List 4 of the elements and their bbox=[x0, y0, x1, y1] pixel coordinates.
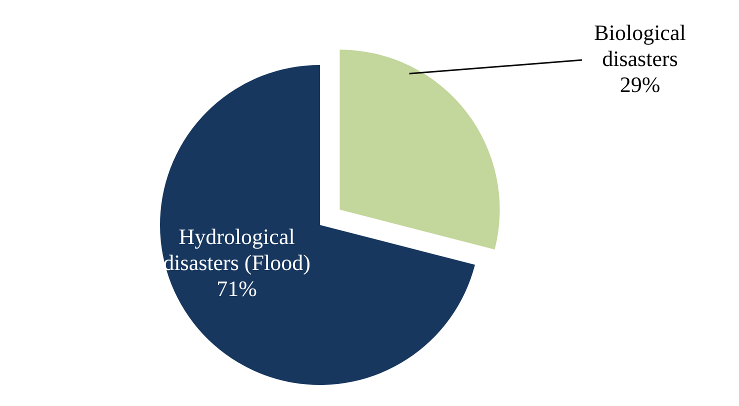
data-label: 29% bbox=[620, 72, 660, 97]
data-label: 71% bbox=[216, 276, 257, 302]
slice-label: Hydrological disasters (Flood) bbox=[163, 224, 310, 276]
slice-label: Biological disasters bbox=[594, 20, 686, 71]
